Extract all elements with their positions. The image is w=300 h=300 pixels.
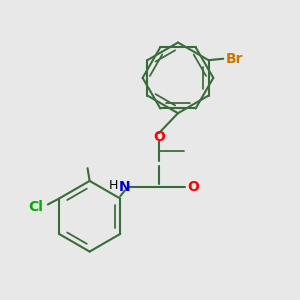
Text: O: O [188, 180, 200, 194]
Text: Br: Br [226, 52, 243, 66]
Text: H: H [109, 179, 119, 192]
Text: Cl: Cl [28, 200, 44, 214]
Text: N: N [119, 180, 131, 194]
Text: O: O [153, 130, 165, 144]
